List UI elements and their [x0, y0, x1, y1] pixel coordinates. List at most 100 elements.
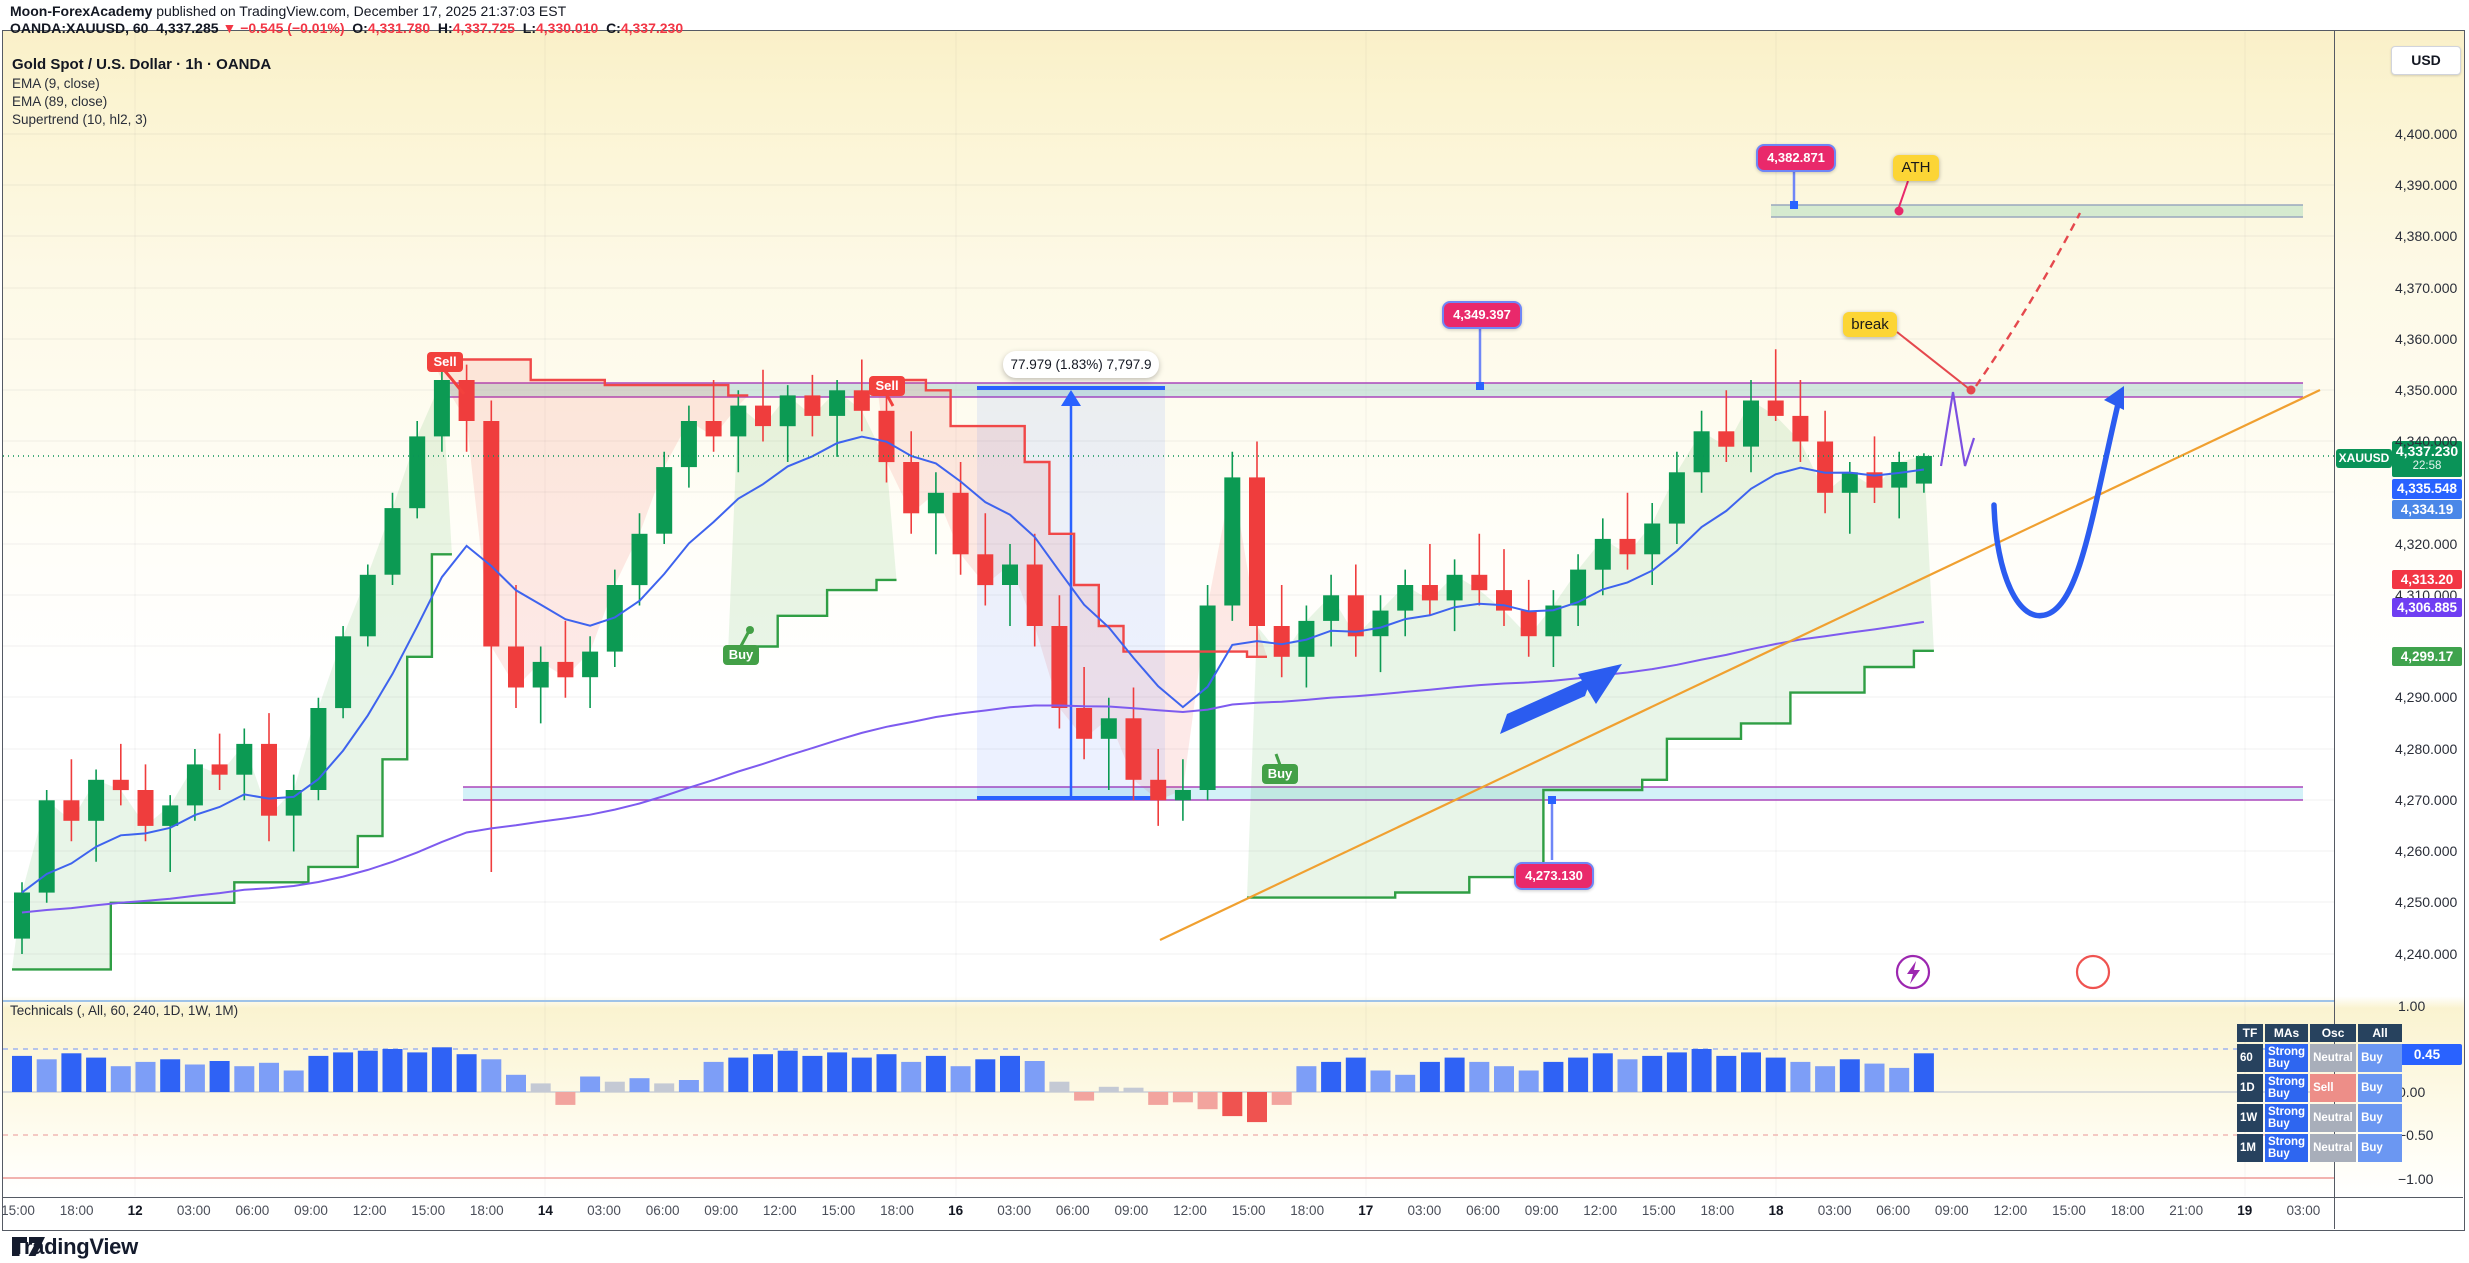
- time-tick: 06:00: [1876, 1203, 1911, 1218]
- price-label-support[interactable]: 4,273.130: [1514, 862, 1594, 890]
- candle: [1594, 538, 1611, 570]
- rating-cell: Buy: [2358, 1104, 2403, 1132]
- sell-signal-1[interactable]: Sell: [427, 352, 463, 372]
- currency-button[interactable]: USD: [2391, 46, 2461, 75]
- candle: [705, 421, 722, 437]
- price-tick: 4,240.000: [2395, 946, 2458, 962]
- trendline[interactable]: [1159, 389, 2321, 941]
- candle: [1718, 431, 1735, 447]
- time-tick: 03:00: [587, 1203, 621, 1218]
- candle: [162, 805, 179, 826]
- rating-cell: Strong Buy: [2265, 1074, 2309, 1102]
- candle: [730, 405, 747, 437]
- candle: [1570, 569, 1587, 606]
- column-header: Osc: [2310, 1024, 2357, 1042]
- rating-bar: [1864, 1063, 1885, 1092]
- time-tick: 09:00: [1934, 1203, 1969, 1218]
- candle: [1026, 564, 1043, 626]
- candle: [310, 708, 327, 790]
- rating-bar: [407, 1052, 428, 1092]
- panel-separator[interactable]: [3, 1000, 2334, 1002]
- rating-bar: [851, 1057, 872, 1092]
- time-tick: 03:00: [997, 1203, 1032, 1218]
- indicator-ema9[interactable]: EMA (9, close): [12, 76, 100, 91]
- candle: [1323, 595, 1340, 621]
- current-price-value: 4,337.230: [2395, 443, 2459, 459]
- ath-callout[interactable]: ATH: [1893, 155, 1939, 181]
- candle: [88, 779, 105, 821]
- time-tick: 03:00: [2286, 1203, 2321, 1218]
- rating-cell: Strong Buy: [2265, 1134, 2309, 1162]
- rating-bar: [1296, 1066, 1317, 1092]
- rating-bar: [1247, 1092, 1267, 1123]
- candle: [1644, 523, 1661, 555]
- price-label-high[interactable]: 4,382.871: [1756, 144, 1836, 172]
- rating-bar: [975, 1059, 996, 1092]
- technicals-indicator-label[interactable]: Technicals (, All, 60, 240, 1D, 1W, 1M): [10, 1003, 239, 1018]
- break-callout[interactable]: break: [1843, 312, 1897, 337]
- rating-bar: [1024, 1061, 1045, 1092]
- candle: [186, 764, 203, 806]
- anchor-handle: [1790, 201, 1798, 209]
- price-tick: 4,270.000: [2395, 792, 2458, 808]
- sell-signal-2[interactable]: Sell: [869, 376, 905, 396]
- drawings[interactable]: [443, 170, 2124, 860]
- low-value: 4,330.010: [535, 20, 599, 36]
- candle: [779, 395, 796, 427]
- rating-bar: [530, 1083, 551, 1092]
- rating-bar: [1790, 1061, 1811, 1092]
- rating-bar: [184, 1064, 205, 1092]
- measure-arrow-icon: [1061, 390, 1081, 406]
- price-zones[interactable]: [443, 204, 2303, 801]
- buy-signal-2[interactable]: Buy: [1262, 764, 1298, 784]
- candle: [1174, 790, 1191, 801]
- last-price: 4,337.285: [156, 20, 219, 36]
- rating-cell: Neutral: [2310, 1104, 2357, 1132]
- time-tick: 09:00: [1114, 1203, 1149, 1218]
- rating-bar: [36, 1059, 57, 1092]
- change-arrow-icon: ▼: [222, 20, 237, 36]
- candle: [335, 636, 352, 709]
- price-axis-separator: [2334, 30, 2335, 1229]
- time-tick: 15:00: [1231, 1203, 1266, 1218]
- axis-badge: 4,313.20: [2392, 570, 2462, 589]
- time-tick: 18:00: [469, 1203, 504, 1218]
- resistance-4350: [443, 383, 2303, 397]
- usd-flag-event-icon: [2075, 954, 2111, 990]
- event-icons[interactable]: [1895, 954, 2111, 990]
- price-tick: 4,400.000: [2395, 126, 2458, 142]
- axis-badge: 4,335.548: [2392, 479, 2462, 499]
- candle: [903, 462, 920, 514]
- symbol-title[interactable]: Gold Spot / U.S. Dollar · 1h · OANDA: [12, 56, 272, 73]
- candle: [1421, 585, 1438, 601]
- indicator-ema89[interactable]: EMA (89, close): [12, 94, 108, 109]
- rating-bar: [1815, 1066, 1836, 1092]
- ath-anchor-dot: [1894, 206, 1904, 216]
- high-label: H:: [437, 20, 453, 36]
- rating-bar: [1741, 1052, 1761, 1092]
- rating-cell: Buy: [2358, 1134, 2403, 1162]
- time-tick: 12:00: [1993, 1203, 2028, 1218]
- tradingview-logo[interactable]: TradingView: [12, 1234, 138, 1260]
- time-tick: 18:00: [59, 1203, 94, 1218]
- price-label-resistance[interactable]: 4,349.397: [1442, 301, 1522, 329]
- rating-bar: [703, 1061, 724, 1092]
- price-change: −0.545 (−0.01%): [240, 20, 345, 36]
- time-tick: 12:00: [762, 1203, 797, 1218]
- measure-tooltip: 77.979 (1.83%) 7,797.9: [1003, 351, 1159, 378]
- rating-cell: 60: [2237, 1044, 2263, 1072]
- table-header-row: TF MAs Osc All: [2237, 1024, 2403, 1042]
- candle: [1471, 574, 1488, 591]
- price-tick: 4,360.000: [2395, 331, 2458, 347]
- price-tick: 4,340.000: [2395, 433, 2458, 449]
- candle: [384, 508, 401, 575]
- indicator-supertrend[interactable]: Supertrend (10, hl2, 3): [12, 112, 148, 127]
- candle: [1891, 462, 1908, 488]
- buy-signal-1[interactable]: Buy: [723, 645, 759, 665]
- projection-dashed-line: [1975, 212, 2082, 387]
- column-header: All: [2358, 1024, 2403, 1042]
- rating-bar: [901, 1061, 922, 1092]
- ema9-line: [21, 435, 1925, 894]
- candle: [1446, 574, 1463, 601]
